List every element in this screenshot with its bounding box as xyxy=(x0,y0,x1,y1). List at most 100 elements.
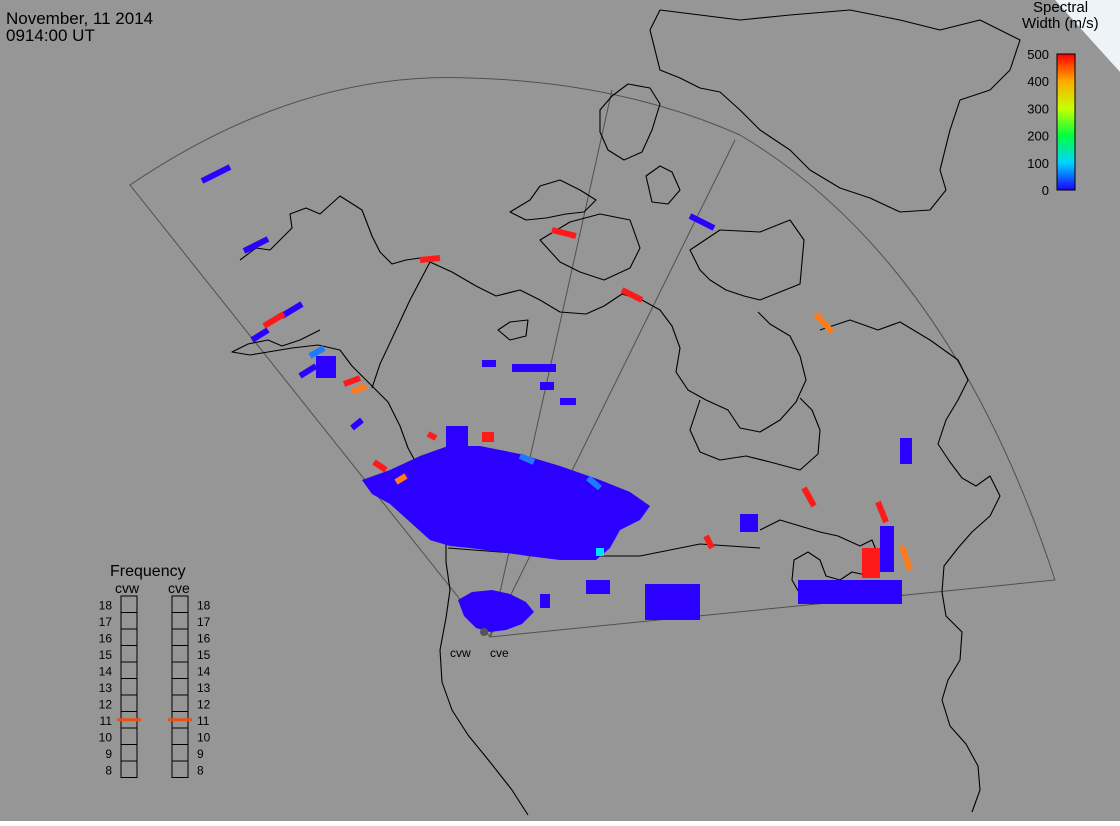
scatter-strip xyxy=(620,287,644,303)
frequency-scale-label-right: 16 xyxy=(197,632,211,646)
header-date: November, 11 2014 xyxy=(6,9,153,28)
frequency-scale-label-right: 15 xyxy=(197,648,211,662)
site-label-cve: cve xyxy=(490,646,509,660)
frequency-radar-label-cve: cve xyxy=(168,580,190,596)
scatter-strip xyxy=(899,545,913,571)
scatter-strip xyxy=(586,475,602,491)
scatter-strips-orange xyxy=(350,312,913,571)
frequency-scale-label-left: 15 xyxy=(99,648,113,662)
frequency-title: Frequency xyxy=(110,563,186,580)
frequency-scale-label-left: 18 xyxy=(99,599,113,613)
frequency-scale-label-right: 17 xyxy=(197,615,211,629)
scatter-strip xyxy=(250,327,270,343)
frequency-scale-label-left: 14 xyxy=(99,665,113,679)
frequency-scale-label-left: 12 xyxy=(99,698,113,712)
frequency-scale-label-right: 8 xyxy=(197,764,204,778)
arctic-island xyxy=(599,83,661,161)
alaska-border xyxy=(371,261,431,389)
scatter-cell xyxy=(540,594,550,608)
frequency-scale-label-left: 13 xyxy=(99,681,113,695)
scatter-cell xyxy=(900,438,912,464)
header-time: 0914:00 UT xyxy=(6,26,95,45)
arctic-island xyxy=(539,213,641,281)
scatter-strip xyxy=(875,500,889,524)
corner-triangle xyxy=(1055,0,1120,72)
pacific-coast xyxy=(231,329,529,816)
scatter-cell xyxy=(446,426,468,448)
coastline xyxy=(231,9,1021,816)
scatter-strip xyxy=(262,311,286,329)
scatter-cell-high xyxy=(482,432,494,442)
colorbar-gradient xyxy=(1056,53,1076,191)
radar-site-marker xyxy=(480,628,488,636)
frequency-scale-label-left: 8 xyxy=(105,764,112,778)
scatter-cell-cyan xyxy=(596,548,604,556)
frequency-scale-label-left: 9 xyxy=(105,747,112,761)
scatter-cell xyxy=(540,382,554,390)
colorbar-tick-label: 400 xyxy=(1027,74,1049,89)
frequency-scale: 18 18 17 17 16 16 15 15 14 14 13 13 12 12 11 11 10 10 9 9 8 8 xyxy=(99,595,211,778)
frequency-scale-label-right: 12 xyxy=(197,698,211,712)
hudson-bay xyxy=(689,397,821,471)
scatter-strip xyxy=(801,486,817,508)
frequency-cell xyxy=(171,760,189,778)
scatter-cell xyxy=(645,584,700,620)
frequency-scale-label-right: 9 xyxy=(197,747,204,761)
frequency-panel: Frequency cvw cve 18 18 17 17 16 16 15 15 14 14 13… xyxy=(99,563,211,778)
frequency-scale-label-left: 17 xyxy=(99,615,113,629)
scatter-strip xyxy=(280,301,304,319)
radar-scatter xyxy=(200,164,913,632)
scatter-strip xyxy=(813,312,835,334)
frequency-scale-label-right: 10 xyxy=(197,731,211,745)
frequency-radar-label-cvw: cvw xyxy=(115,580,140,596)
scatter-strip xyxy=(551,227,577,239)
baffin-island xyxy=(689,219,805,301)
frequency-scale-label-right: 18 xyxy=(197,599,211,613)
greenland xyxy=(649,9,1021,213)
frequency-scale-label-left: 16 xyxy=(99,632,113,646)
scatter-strips-high xyxy=(262,227,889,550)
frequency-scale-label-right: 13 xyxy=(197,681,211,695)
scatter-strip xyxy=(688,213,716,231)
labrador-coast xyxy=(819,319,1001,813)
frequency-scale-label-left: 11 xyxy=(100,714,113,728)
frequency-scale-label-right: 14 xyxy=(197,665,211,679)
colorbar-ticks: 500 400 300 200 100 0 xyxy=(1027,47,1049,198)
scatter-strip xyxy=(342,375,362,387)
arctic-island xyxy=(509,179,597,221)
scatter-cell xyxy=(880,526,894,572)
frequency-scale-label-right: 11 xyxy=(197,714,210,728)
colorbar-tick-label: 100 xyxy=(1027,156,1049,171)
scatter-patch-near-range xyxy=(458,590,534,632)
scatter-strip xyxy=(419,255,441,263)
colorbar-legend: Spectral Width (m/s) 500 400 300 200 100 0 xyxy=(1022,0,1099,198)
alaska-coast xyxy=(239,195,431,265)
scatter-cell xyxy=(512,364,556,372)
great-lakes xyxy=(759,519,881,605)
frequency-scale-label-left: 10 xyxy=(99,731,113,745)
scatter-strips-blue xyxy=(200,164,716,431)
colorbar-title-line1: Spectral xyxy=(1033,0,1088,16)
scatter-cell xyxy=(316,356,336,378)
scatter-strip xyxy=(372,459,388,473)
scatter-strip xyxy=(200,164,232,184)
scatter-strip xyxy=(350,383,368,395)
colorbar-tick-label: 200 xyxy=(1027,129,1049,144)
colorbar-tick-label: 300 xyxy=(1027,101,1049,116)
scatter-strip xyxy=(518,453,536,465)
colorbar-tick-label: 500 xyxy=(1027,47,1049,62)
arctic-coast xyxy=(429,261,807,433)
scatter-cell xyxy=(740,514,758,532)
scatter-cell xyxy=(798,580,902,604)
victoria-island-fragment xyxy=(497,319,529,341)
colorbar-tick-label: 0 xyxy=(1042,183,1049,198)
site-label-cvw: cvw xyxy=(450,646,471,660)
arctic-island xyxy=(645,165,681,205)
scatter-cell-high xyxy=(862,548,880,578)
scatter-strips-mid xyxy=(308,345,602,491)
scatter-strip xyxy=(242,236,270,254)
scatter-strip xyxy=(703,534,715,550)
scatter-strip xyxy=(350,417,364,431)
